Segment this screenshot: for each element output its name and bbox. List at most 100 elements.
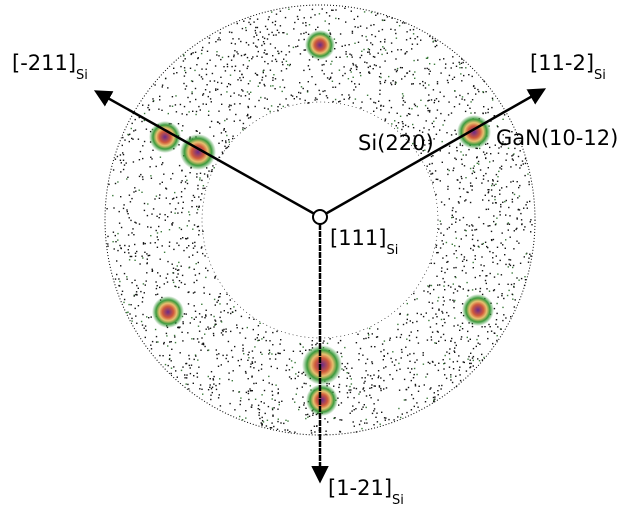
dot [380,76,382,79]
dot [189,172,191,174]
dot [410,331,412,333]
dot [367,48,370,50]
dot [479,147,481,150]
dot [250,363,252,365]
dot [492,202,494,204]
dot [161,163,163,166]
dot [184,88,187,90]
dot [182,366,184,368]
dot [428,99,430,101]
dot [209,59,211,61]
dot [454,276,456,278]
dot [285,419,287,421]
dot [272,55,274,57]
dot [475,288,477,290]
dot [524,276,526,278]
dot [262,421,265,423]
dot [426,67,428,70]
dot [465,230,467,232]
dot [299,350,301,352]
dot [515,164,517,166]
dot [372,68,374,70]
dot [477,358,479,360]
dot [281,61,283,63]
dot [162,355,164,357]
dot [188,364,190,367]
dot [409,320,411,322]
dot [428,163,431,165]
dot [459,374,461,376]
dot [188,358,191,360]
dot [293,28,295,30]
dot [375,416,377,418]
dot [279,343,281,345]
dot [442,333,445,336]
dot [530,231,532,233]
dot [202,103,204,105]
dot [473,245,476,247]
dot [171,348,173,350]
dot [259,417,261,420]
dot [142,104,144,106]
dot [185,313,187,315]
dot [247,106,250,109]
dot [505,186,508,188]
dot [384,119,386,122]
dot [190,52,193,55]
dot [516,217,518,219]
dot [192,110,194,112]
dot [256,26,259,29]
dot [393,364,396,366]
dot [529,200,531,203]
dot [269,110,271,113]
dot [328,15,331,17]
dot [447,114,450,116]
dot [149,166,151,168]
dot [478,216,480,219]
dot [155,341,158,343]
dot [151,340,154,343]
dot [165,197,167,199]
dot [194,51,197,53]
dot [156,246,159,248]
dot [303,38,305,41]
dot [491,195,493,197]
dot [202,230,204,232]
dot [399,66,402,69]
dot [276,367,278,370]
dot [369,98,372,100]
dot [167,87,169,89]
dot [220,364,222,366]
dot [177,123,180,125]
dot [290,360,293,362]
dot [184,69,186,72]
dot [226,134,228,137]
dot [375,14,377,16]
dot [406,31,408,33]
dot [205,68,207,70]
dot [363,338,365,340]
dot [182,125,184,127]
dot [152,98,154,100]
dot [234,50,236,52]
dot [440,201,443,203]
dot [501,293,503,295]
dot [296,15,299,18]
dot [217,365,220,367]
dot [321,69,323,72]
dot [291,95,294,97]
dot [171,224,173,226]
dot [496,312,498,315]
dot [254,72,257,75]
dot [467,358,469,360]
dot [184,181,187,183]
dot [372,55,375,58]
dot [217,121,219,123]
dot [226,354,228,356]
dot [271,390,273,393]
dot [376,13,379,15]
dot [435,342,437,344]
dot [147,104,150,106]
dot [439,58,441,61]
dot [253,21,255,23]
